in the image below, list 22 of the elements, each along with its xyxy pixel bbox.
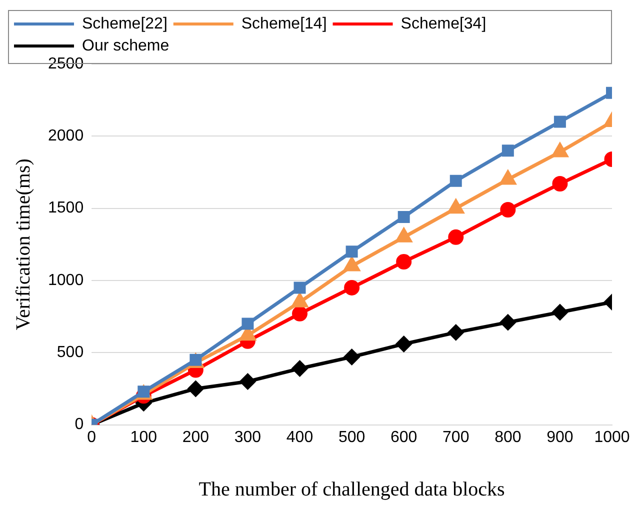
x-tick-label: 100	[130, 428, 158, 446]
legend-label: Scheme[22]	[82, 15, 168, 32]
x-tick-label: 300	[234, 428, 262, 446]
y-axis-title: Verification time(ms)	[12, 158, 34, 330]
x-tick-label: 700	[442, 428, 470, 446]
x-tick-label: 800	[494, 428, 522, 446]
legend-label: Scheme[14]	[241, 15, 327, 32]
y-tick-label: 1000	[48, 272, 84, 289]
legend-label: Our scheme	[82, 37, 170, 54]
legend-label: Scheme[34]	[400, 15, 486, 32]
x-tick-label: 900	[546, 428, 574, 446]
x-tick-label: 0	[87, 428, 96, 446]
x-tick-label: 400	[286, 428, 314, 446]
y-tick-label: 0	[74, 416, 84, 434]
y-tick-label: 500	[56, 344, 84, 362]
y-tick-label: 2000	[48, 128, 84, 145]
x-tick-label: 500	[338, 428, 366, 446]
x-tick-label: 600	[390, 428, 418, 446]
x-tick-label: 1000	[594, 428, 630, 446]
x-tick-label: 200	[182, 428, 210, 446]
x-axis-title: The number of challenged data blocks	[198, 478, 506, 500]
y-tick-label: 1500	[48, 200, 84, 217]
